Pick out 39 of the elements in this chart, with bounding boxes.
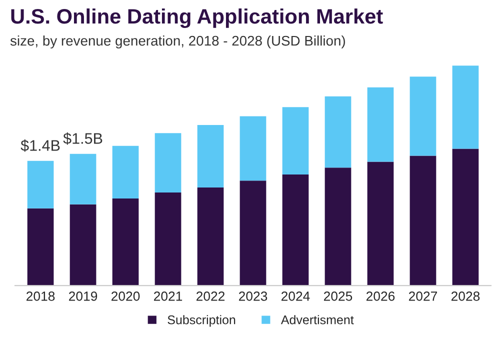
bar bbox=[410, 76, 436, 156]
x-tick-label: 2028 bbox=[451, 292, 480, 301]
bar bbox=[452, 148, 479, 286]
bar bbox=[112, 198, 139, 286]
bar bbox=[197, 124, 224, 188]
x-tick-label: 2026 bbox=[366, 292, 395, 301]
bar bbox=[27, 208, 54, 286]
bar bbox=[70, 154, 96, 204]
legend-label: Advertisment bbox=[280, 315, 354, 324]
x-tick-label: 2019 bbox=[69, 292, 98, 301]
bar bbox=[282, 107, 309, 174]
chart-subtitle: size, by revenue generation, 2018 - 2028 (USD Billion) bbox=[10, 35, 345, 48]
x-tick-label: 2024 bbox=[281, 292, 310, 301]
x-tick-label: 2021 bbox=[154, 292, 182, 301]
legend-label: Subscription bbox=[168, 315, 236, 327]
x-tick-label: 2018 bbox=[26, 292, 55, 301]
bar bbox=[452, 66, 479, 149]
x-tick-label: 2023 bbox=[238, 292, 268, 301]
bar bbox=[154, 192, 182, 286]
annotation: $1.5B bbox=[63, 132, 102, 145]
x-tick-label: 2020 bbox=[112, 292, 140, 301]
bar bbox=[27, 160, 54, 208]
bar bbox=[240, 116, 266, 181]
chart-title: U.S. Online Dating Application Market bbox=[11, 8, 383, 28]
bar bbox=[367, 87, 394, 162]
bar bbox=[112, 146, 139, 198]
bar bbox=[197, 187, 224, 286]
bar bbox=[282, 174, 309, 286]
bar bbox=[410, 156, 436, 286]
bar bbox=[367, 162, 394, 286]
annotation: $1.4B bbox=[20, 139, 60, 152]
bar bbox=[240, 180, 266, 286]
bar bbox=[324, 168, 352, 286]
bar bbox=[70, 204, 96, 286]
x-tick-label: 2027 bbox=[408, 292, 437, 301]
x-tick-label: 2025 bbox=[324, 292, 352, 301]
bar bbox=[154, 133, 182, 193]
x-tick-label: 2022 bbox=[196, 292, 225, 301]
bar bbox=[324, 96, 352, 168]
